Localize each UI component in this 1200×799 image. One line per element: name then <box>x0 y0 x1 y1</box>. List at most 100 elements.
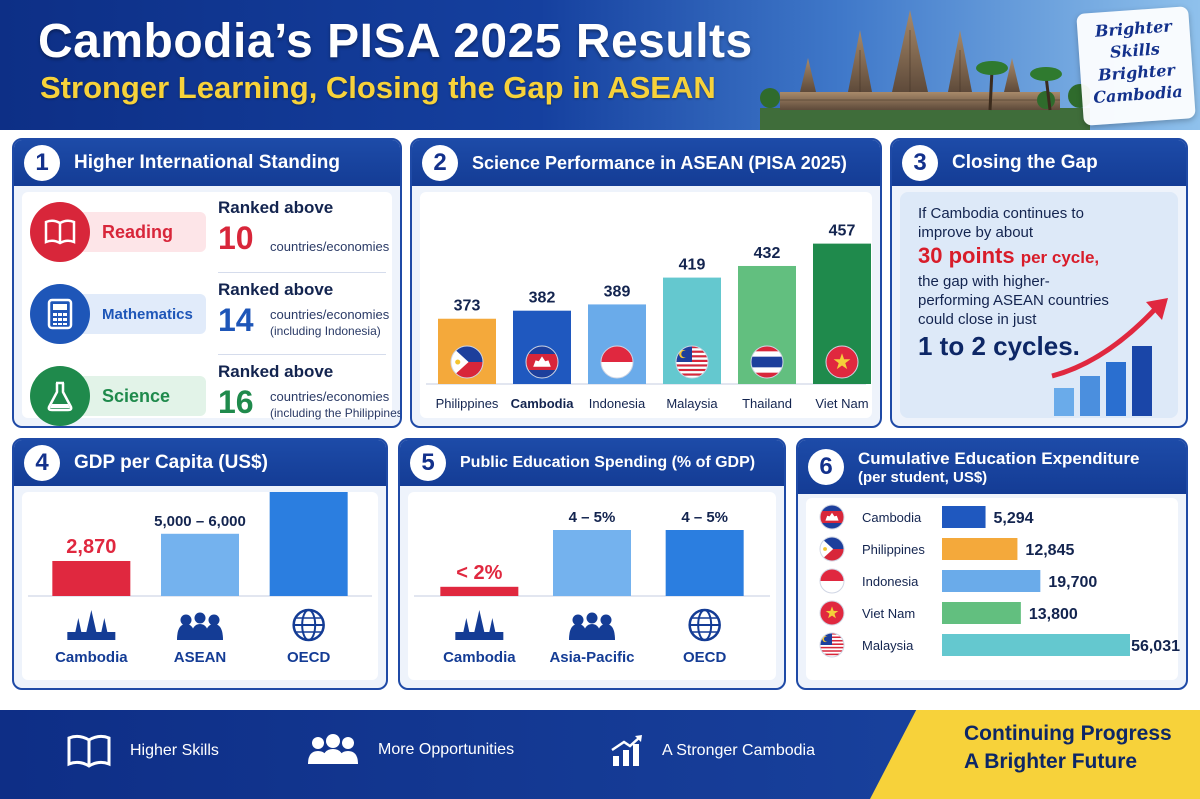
flag-part <box>820 655 844 657</box>
panel-number: 4 <box>24 445 60 481</box>
chart-bar <box>942 570 1041 592</box>
icon-shape <box>180 614 192 626</box>
tick-label: Viet Nam <box>862 606 915 621</box>
tick-label: Cambodia <box>55 649 128 666</box>
panel-gdp: 4 GDP per Capita (US$) 2,870 Cambodia 5,00… <box>12 438 388 690</box>
flag-border <box>819 568 845 594</box>
calculator-icon <box>30 284 90 344</box>
subject-bar <box>78 212 206 252</box>
rank-number: 14 <box>218 302 254 338</box>
tick-label: OECD <box>683 649 727 666</box>
chart-bar <box>440 586 519 596</box>
data-label: 13,800 <box>1029 606 1078 623</box>
icon-shape <box>597 624 615 640</box>
data-label: 19,700 <box>1048 574 1097 591</box>
divider <box>218 272 386 273</box>
growth-chart-icon <box>1051 298 1168 416</box>
header: Cambodia’s PISA 2025 Results Stronger Le… <box>0 0 1200 130</box>
data-label: 4 – 5% <box>681 509 728 526</box>
flag-part <box>676 373 708 376</box>
panel-number: 6 <box>808 449 844 485</box>
panel-header: 1 Higher International Standing <box>14 140 400 186</box>
angkor-wat-illustration <box>760 10 1090 130</box>
flag-cambodia-icon <box>820 505 844 529</box>
tick-label: Asia-Pacific <box>549 649 634 666</box>
flag-part <box>820 651 844 654</box>
gap-text: If Cambodia continues to improve by abou… <box>918 204 1186 363</box>
flag-malaysia-icon <box>820 633 844 657</box>
flag-border <box>819 600 845 626</box>
flag-part <box>833 353 851 370</box>
flag-border <box>825 345 859 379</box>
flag-part <box>601 346 633 362</box>
tick-label: Thailand <box>742 396 792 411</box>
people-icon <box>569 612 615 640</box>
data-label: 56,031 <box>1131 638 1180 655</box>
rank-note: countries/economies (including Indonesia… <box>270 307 390 338</box>
chart-bar <box>942 602 1021 624</box>
panel-header: 6 Cumulative Education Expenditure (per … <box>798 440 1186 494</box>
chart-bar <box>161 533 239 596</box>
flag-part <box>823 547 827 551</box>
icon-shape <box>205 624 223 640</box>
flag-part <box>533 356 551 367</box>
data-label: 419 <box>679 257 706 274</box>
panel-body: < 2% Cambodia 4 – 5% Asia-Pacific 4 – 5% OECD <box>408 492 776 680</box>
flag-part <box>820 653 844 656</box>
flag-part <box>751 356 783 368</box>
icon-shape <box>177 624 195 640</box>
panel-header: 5 Public Education Spending (% of GDP) <box>400 440 784 486</box>
icon-shape <box>583 624 601 640</box>
temple-icon <box>455 610 504 640</box>
footer-message: Continuing Progress A Brighter Future <box>964 722 1172 773</box>
rank-note: countries/economies (including the Phili… <box>270 389 402 420</box>
panel-number: 3 <box>902 145 938 181</box>
flag-part <box>820 648 844 651</box>
flag-part <box>820 569 844 581</box>
panel-header: 2 Science Performance in ASEAN (PISA 202… <box>412 140 880 186</box>
tick-label: Cambodia <box>862 510 922 525</box>
chart-bar <box>553 530 631 596</box>
data-label: 373 <box>454 298 481 315</box>
panel-title: GDP per Capita (US$) <box>74 452 268 473</box>
panel-cumulative-expenditure: 6 Cumulative Education Expenditure (per … <box>796 438 1188 690</box>
subject-label: Science <box>102 386 171 406</box>
tick-label: Viet Nam <box>815 396 868 411</box>
tick-label: Malaysia <box>666 396 718 411</box>
flag-part <box>820 646 844 649</box>
footer-item-skills: Higher Skills <box>66 734 219 768</box>
panel-science-performance: 2 Science Performance in ASEAN (PISA 202… <box>410 138 882 428</box>
icon-shape <box>572 614 584 626</box>
flag-part <box>676 375 708 378</box>
flag-border <box>600 345 634 379</box>
panel-international-standing: 1 Higher International Standing Reading … <box>12 138 402 428</box>
data-label: 12,845 <box>1025 542 1074 559</box>
panel-header: 3 Closing the Gap <box>892 140 1186 186</box>
chart-bar <box>665 530 744 596</box>
footer-accent <box>870 710 1200 799</box>
footer-item-stronger: A Stronger Cambodia <box>610 734 815 768</box>
flag-border <box>450 345 484 379</box>
panel-header: 4 GDP per Capita (US$) <box>14 440 386 486</box>
growth-icon <box>611 735 642 766</box>
open-book-icon <box>67 734 111 768</box>
icon-shape <box>208 614 220 626</box>
flag-part <box>676 364 708 367</box>
footer-item-opportunities: More Opportunities <box>306 734 514 766</box>
flag-part <box>681 350 689 358</box>
panel-number: 2 <box>422 145 458 181</box>
tick-label: Philippines <box>436 396 499 411</box>
panel-body: 373 Philippines 382 Cambodia 389 Indonesia 419… <box>420 192 872 418</box>
subject-bar <box>78 376 206 416</box>
flag-border <box>819 504 845 530</box>
flag-part <box>825 606 839 619</box>
flag-indonesia-icon <box>601 346 633 378</box>
page-subtitle: Stronger Learning, Closing the Gap in AS… <box>40 70 716 105</box>
data-label: 5,294 <box>994 510 1034 527</box>
flag-part <box>820 645 844 647</box>
icon-shape <box>455 610 504 640</box>
flag-indonesia-icon <box>820 569 844 593</box>
flag-border <box>675 345 709 379</box>
tick-label: Indonesia <box>862 574 919 589</box>
